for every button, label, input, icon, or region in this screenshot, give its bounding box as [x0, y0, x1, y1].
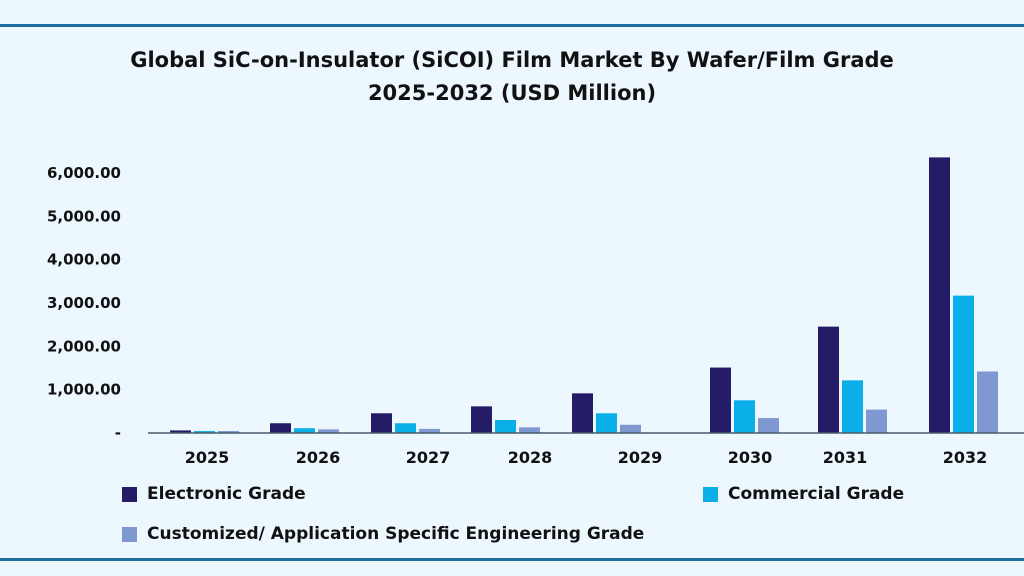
legend-customized: Customized/ Application Specific Enginee…	[122, 524, 644, 544]
bar-2029-0	[572, 393, 593, 433]
x-tick-label: 2026	[296, 448, 341, 467]
bar-2027-1	[395, 423, 416, 433]
bar-2031-2	[866, 409, 887, 433]
bar-2030-0	[710, 367, 731, 433]
y-tick-label: -	[115, 424, 121, 442]
x-tick-label: 2031	[823, 448, 868, 467]
title-line: Global SiC-on-Insulator (SiCOI) Film Mar…	[130, 48, 894, 72]
bar-2028-1	[495, 420, 516, 433]
y-tick-label: 5,000.00	[47, 207, 121, 225]
y-tick-label: 4,000.00	[47, 251, 121, 269]
bar-2025-0	[170, 430, 191, 433]
legend-swatch	[122, 526, 137, 542]
bar-2032-0	[929, 157, 950, 433]
bar-2030-2	[758, 418, 779, 433]
y-tick-label: 2,000.00	[47, 337, 121, 355]
legend-electronic: Electronic Grade	[122, 484, 306, 504]
y-tick-label: 1,000.00	[47, 381, 121, 399]
bar-2026-2	[318, 429, 339, 433]
x-tick-label: 2029	[618, 448, 663, 467]
bar-2032-1	[953, 295, 974, 433]
bar-2027-0	[371, 413, 392, 433]
legend-label: Commercial Grade	[728, 484, 905, 504]
x-tick-label: 2028	[508, 448, 553, 467]
bar-2025-1	[194, 431, 215, 433]
bar-2026-0	[270, 423, 291, 433]
x-tick-label: 2032	[943, 448, 988, 467]
x-tick-label: 2025	[185, 448, 230, 467]
y-tick-label: 6,000.00	[47, 164, 121, 182]
bar-2026-1	[294, 428, 315, 433]
chart-title: Global SiC-on-Insulator (SiCOI) Film Mar…	[0, 44, 1024, 110]
bar-2031-1	[842, 380, 863, 433]
y-tick-label: 3,000.00	[47, 294, 121, 312]
bar-2029-1	[596, 413, 617, 433]
top-rule	[0, 24, 1024, 27]
legend-swatch	[122, 486, 137, 502]
legend-label: Customized/ Application Specific Enginee…	[147, 524, 645, 544]
bar-2032-2	[977, 371, 998, 433]
bar-2025-2	[218, 431, 239, 433]
bottom-rule	[0, 558, 1024, 561]
bar-2031-0	[818, 326, 839, 433]
bar-2030-1	[734, 400, 755, 433]
legend-commercial: Commercial Grade	[703, 484, 904, 504]
subtitle-line: 2025-2032 (USD Million)	[367, 81, 657, 105]
bar-2028-2	[519, 427, 540, 433]
legend-label: Electronic Grade	[147, 484, 306, 504]
legend-swatch	[703, 486, 718, 502]
bar-2027-2	[419, 428, 440, 433]
bar-2029-2	[620, 424, 641, 433]
x-tick-label: 2027	[406, 448, 451, 467]
x-tick-label: 2030	[728, 448, 773, 467]
bar-2028-0	[471, 406, 492, 433]
